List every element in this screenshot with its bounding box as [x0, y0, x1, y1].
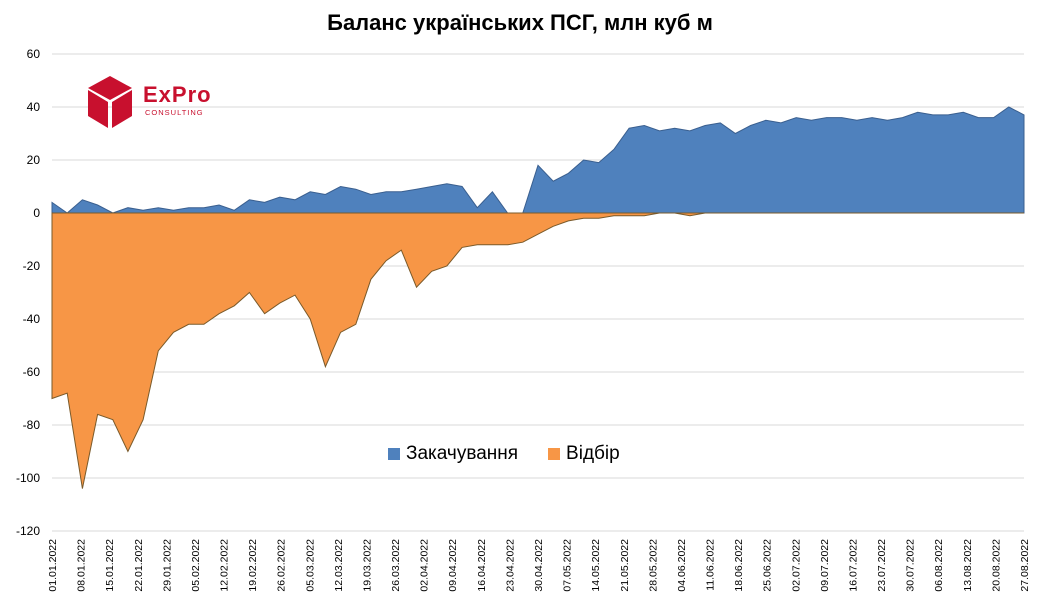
legend-swatch-withdrawal: [548, 448, 561, 460]
logo-text: ExPro: [143, 82, 212, 107]
y-tick-label: 40: [27, 100, 41, 114]
x-tick-label: 16.07.2022: [847, 539, 859, 592]
x-tick-label: 19.03.2022: [361, 539, 373, 592]
series-withdrawal: [51, 212, 1024, 489]
logo: ExPro CONSULTING: [85, 74, 245, 130]
x-tick-label: 08.01.2022: [76, 539, 88, 592]
area-withdrawal: [51, 212, 1024, 489]
x-tick-label: 11.06.2022: [705, 539, 717, 591]
x-tick-label: 13.08.2022: [962, 539, 974, 592]
x-tick-label: 05.02.2022: [190, 539, 202, 592]
x-tick-label: 23.07.2022: [876, 539, 888, 592]
x-tick-label: 18.06.2022: [733, 539, 745, 592]
x-tick-label: 29.01.2022: [161, 539, 173, 592]
x-tick-label: 26.02.2022: [276, 539, 288, 592]
x-tick-label: 06.08.2022: [933, 539, 945, 592]
chart-title: Баланс українських ПСГ, млн куб м: [327, 10, 713, 35]
x-tick-label: 07.05.2022: [562, 539, 574, 592]
x-tick-label: 05.03.2022: [304, 539, 316, 592]
x-tick-label: 30.07.2022: [905, 539, 917, 592]
x-tick-label: 12.02.2022: [219, 539, 231, 592]
x-tick-label: 14.05.2022: [590, 539, 602, 592]
legend-item-withdrawal[interactable]: Відбір: [548, 443, 620, 465]
legend-swatch-injection: [388, 448, 400, 460]
x-tick-label: 23.04.2022: [504, 539, 516, 592]
x-tick-label: 30.04.2022: [533, 539, 545, 592]
legend-item-injection[interactable]: Закачування: [388, 443, 518, 465]
x-tick-label: 02.04.2022: [419, 539, 431, 592]
legend-label-withdrawal: Відбір: [566, 443, 620, 464]
logo-subtext: CONSULTING: [145, 108, 204, 117]
x-tick-label: 09.04.2022: [447, 539, 459, 592]
y-tick-label: -60: [23, 365, 41, 379]
y-tick-label: -120: [16, 524, 40, 538]
x-tick-label: 21.05.2022: [619, 539, 631, 592]
x-tick-label: 25.06.2022: [762, 539, 774, 592]
y-tick-label: -80: [23, 418, 41, 432]
x-tick-label: 27.08.2022: [1019, 539, 1031, 592]
x-tick-label: 09.07.2022: [819, 539, 831, 592]
legend-label-injection: Закачування: [406, 443, 519, 464]
y-tick-label: 0: [33, 206, 40, 220]
x-tick-label: 01.01.2022: [47, 539, 59, 592]
logo-cube-icon: [88, 76, 132, 128]
legend: Закачування Відбір: [388, 443, 620, 465]
y-tick-label: 20: [27, 153, 41, 167]
x-tick-label: 20.08.2022: [990, 539, 1002, 592]
x-axis: 01.01.2022 08.01.2022 15.01.2022 22.01.2022…: [47, 539, 1031, 592]
y-tick-label: -20: [23, 259, 41, 273]
x-tick-label: 04.06.2022: [676, 539, 688, 592]
y-tick-label: -40: [23, 312, 41, 326]
y-tick-label: 60: [27, 47, 41, 61]
x-tick-label: 12.03.2022: [333, 539, 345, 592]
x-tick-label: 15.01.2022: [104, 539, 116, 592]
y-tick-label: -100: [16, 471, 40, 485]
x-tick-label: 02.07.2022: [790, 539, 802, 592]
y-axis: 60 40 20 0 -20 -40 -60 -80 -100 -120: [16, 47, 40, 538]
x-tick-label: 28.05.2022: [647, 539, 659, 592]
x-tick-label: 22.01.2022: [133, 539, 145, 592]
series-injection: [51, 106, 1025, 214]
x-tick-label: 16.04.2022: [476, 539, 488, 592]
x-tick-label: 19.02.2022: [247, 539, 259, 592]
x-tick-label: 26.03.2022: [390, 539, 402, 592]
area-injection: [51, 106, 1025, 214]
